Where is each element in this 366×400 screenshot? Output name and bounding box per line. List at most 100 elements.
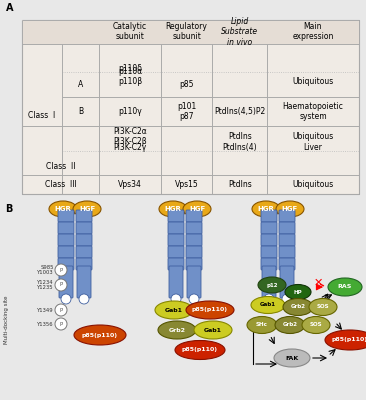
Ellipse shape (247, 316, 277, 334)
Text: SOS: SOS (310, 322, 322, 328)
Ellipse shape (328, 278, 362, 296)
Text: PI3K-C2α
PI3K-C2β: PI3K-C2α PI3K-C2β (113, 127, 147, 146)
Circle shape (55, 264, 67, 276)
Text: B: B (78, 107, 83, 116)
FancyBboxPatch shape (261, 246, 277, 258)
FancyBboxPatch shape (168, 234, 184, 246)
Text: Catalytic
subunit: Catalytic subunit (113, 22, 147, 41)
Text: Grb2: Grb2 (283, 322, 298, 328)
Ellipse shape (252, 201, 280, 217)
Text: Haematopoietic
system: Haematopoietic system (283, 102, 343, 121)
Text: HGR: HGR (165, 206, 182, 212)
Text: Multi-docking site: Multi-docking site (4, 296, 10, 344)
Text: Ubiquitous: Ubiquitous (292, 180, 333, 189)
FancyBboxPatch shape (186, 222, 202, 234)
FancyBboxPatch shape (76, 210, 92, 222)
Circle shape (171, 294, 181, 304)
Text: Gab1: Gab1 (260, 302, 276, 308)
FancyBboxPatch shape (262, 266, 276, 298)
Text: Vps15: Vps15 (175, 180, 198, 189)
Text: S985
Y1003: S985 Y1003 (37, 265, 54, 275)
Ellipse shape (49, 201, 77, 217)
Text: Class  I: Class I (29, 111, 56, 120)
Text: p110γ: p110γ (118, 107, 142, 116)
FancyBboxPatch shape (168, 210, 184, 222)
Text: HP: HP (294, 290, 302, 294)
Text: Class  II: Class II (46, 162, 75, 172)
Bar (22, 20, 359, 194)
FancyBboxPatch shape (186, 210, 202, 222)
FancyBboxPatch shape (187, 266, 201, 298)
Text: P: P (59, 282, 63, 288)
Bar (22, 20, 359, 44)
Ellipse shape (325, 330, 366, 350)
FancyBboxPatch shape (186, 246, 202, 258)
Ellipse shape (194, 321, 232, 339)
FancyBboxPatch shape (76, 222, 92, 234)
Ellipse shape (155, 301, 193, 319)
Text: P: P (59, 308, 63, 312)
FancyBboxPatch shape (58, 246, 74, 258)
Text: p85(p110): p85(p110) (332, 338, 366, 342)
Ellipse shape (183, 201, 211, 217)
Text: p85(p110): p85(p110) (82, 332, 118, 338)
Text: RAS: RAS (338, 284, 352, 290)
Text: HGR: HGR (55, 206, 71, 212)
Text: SHc: SHc (256, 322, 268, 328)
Text: Y1349: Y1349 (37, 308, 54, 312)
FancyBboxPatch shape (168, 258, 184, 270)
FancyBboxPatch shape (261, 234, 277, 246)
FancyBboxPatch shape (58, 234, 74, 246)
Text: Grb2: Grb2 (168, 328, 186, 332)
FancyBboxPatch shape (59, 266, 73, 298)
Circle shape (79, 294, 89, 304)
Text: A: A (78, 80, 83, 89)
Text: HGF: HGF (79, 206, 95, 212)
FancyBboxPatch shape (186, 234, 202, 246)
FancyBboxPatch shape (58, 210, 74, 222)
Circle shape (55, 304, 67, 316)
Text: PtdIns: PtdIns (228, 180, 251, 189)
Text: Y1356: Y1356 (37, 322, 54, 326)
Text: HGF: HGF (189, 206, 205, 212)
Text: Class  III: Class III (45, 180, 76, 189)
Text: p85(p110): p85(p110) (182, 348, 218, 352)
Ellipse shape (302, 316, 330, 334)
Text: Main
expression: Main expression (292, 22, 334, 41)
Text: PtdIns(4,5)P2: PtdIns(4,5)P2 (214, 107, 265, 116)
Circle shape (264, 294, 274, 304)
Ellipse shape (158, 321, 196, 339)
Text: p85(p110): p85(p110) (192, 308, 228, 312)
FancyBboxPatch shape (168, 222, 184, 234)
FancyBboxPatch shape (261, 210, 277, 222)
Text: SOS: SOS (317, 304, 329, 310)
FancyBboxPatch shape (279, 246, 295, 258)
Text: P: P (59, 322, 63, 326)
Text: HGR: HGR (258, 206, 274, 212)
Text: Ubiquitous: Ubiquitous (292, 77, 333, 86)
Circle shape (55, 318, 67, 330)
Ellipse shape (283, 298, 313, 316)
Ellipse shape (186, 301, 234, 319)
FancyBboxPatch shape (261, 258, 277, 270)
FancyBboxPatch shape (76, 258, 92, 270)
FancyBboxPatch shape (261, 222, 277, 234)
Text: Y1234
Y1235: Y1234 Y1235 (37, 280, 54, 290)
Ellipse shape (73, 201, 101, 217)
Text: Ubiquitous: Ubiquitous (292, 132, 333, 141)
FancyBboxPatch shape (279, 210, 295, 222)
Text: ✕: ✕ (313, 278, 323, 288)
Text: FAK: FAK (285, 356, 299, 360)
Text: P: P (59, 268, 63, 272)
FancyBboxPatch shape (58, 222, 74, 234)
FancyBboxPatch shape (168, 246, 184, 258)
Ellipse shape (251, 296, 285, 314)
Text: B: B (5, 204, 12, 214)
Circle shape (55, 279, 67, 291)
Ellipse shape (285, 284, 311, 300)
Text: PI3K-C2γ: PI3K-C2γ (113, 143, 146, 152)
Ellipse shape (274, 349, 310, 367)
Text: Liver: Liver (303, 143, 322, 152)
Circle shape (61, 294, 71, 304)
FancyBboxPatch shape (279, 234, 295, 246)
